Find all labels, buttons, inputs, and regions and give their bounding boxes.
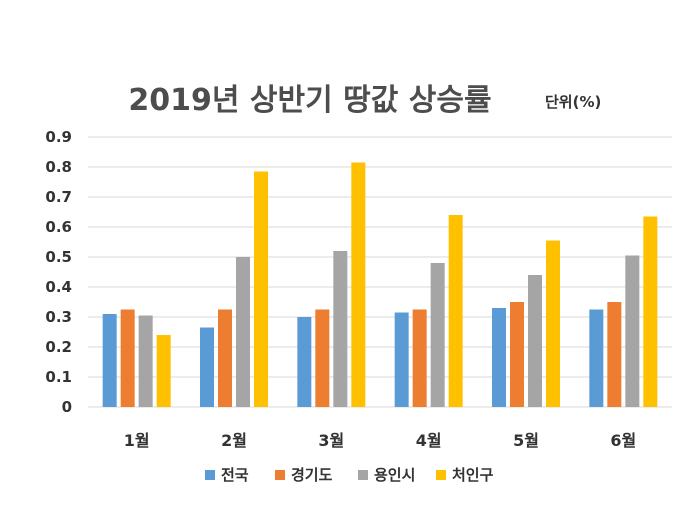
bar-5-1	[492, 308, 506, 407]
bar-1-2	[120, 309, 135, 407]
x-tick-label: 3월	[318, 431, 344, 450]
bar-1-3	[138, 315, 153, 407]
unit-label: 단위(%)	[545, 93, 601, 111]
bar-5-2	[510, 302, 524, 407]
y-tick-label: 0.1	[45, 368, 72, 386]
x-tick-label: 5월	[513, 431, 539, 450]
bar-1-1	[102, 314, 117, 407]
y-tick-label: 0	[62, 398, 72, 416]
bar-6-3	[625, 255, 640, 407]
x-tick-label: 6월	[610, 431, 636, 450]
y-tick-label: 0.3	[45, 308, 72, 326]
bar-6-1	[589, 309, 604, 407]
y-tick-label: 0.5	[45, 248, 72, 266]
legend-label: 경기도	[291, 466, 333, 484]
bar-2-3	[236, 257, 250, 407]
y-tick-label: 0.8	[45, 158, 72, 176]
bar-4-1	[394, 312, 409, 407]
y-tick-label: 0.2	[45, 338, 72, 356]
legend-swatch	[205, 470, 215, 480]
x-tick-label: 2월	[221, 431, 247, 450]
y-tick-label: 0.7	[45, 188, 72, 206]
x-tick-label: 4월	[416, 431, 442, 450]
bar-3-1	[297, 317, 312, 407]
x-tick-label: 1월	[124, 431, 150, 450]
bar-4-2	[412, 309, 427, 407]
bar-2-4	[254, 171, 268, 407]
y-axis-ticks: 0 0.1 0.2 0.3 0.4 0.5 0.6 0.7 0.8 0.9	[45, 128, 72, 416]
y-tick-label: 0.4	[45, 278, 72, 296]
bar-3-4	[351, 162, 366, 407]
bar-4-3	[430, 263, 445, 407]
bar-2-1	[200, 327, 214, 407]
legend-label: 전국	[221, 466, 249, 484]
legend: 전국 경기도 용인시 처인구	[205, 466, 494, 484]
legend-swatch	[436, 470, 446, 480]
bar-4-4	[448, 215, 463, 407]
bar-2-2	[218, 309, 232, 407]
bar-3-2	[315, 309, 330, 407]
gridlines	[88, 136, 672, 408]
legend-label: 용인시	[374, 466, 415, 484]
x-axis-ticks: 1월 2월 3월 4월 5월 6월	[124, 431, 637, 450]
bars	[102, 162, 658, 407]
bar-3-3	[333, 251, 348, 407]
bar-1-4	[156, 335, 171, 407]
chart-title: 2019년 상반기 땅값 상승률	[128, 83, 491, 118]
bar-5-4	[546, 240, 560, 407]
y-tick-label: 0.6	[45, 218, 72, 236]
legend-swatch	[358, 470, 368, 480]
y-tick-label: 0.9	[45, 128, 72, 146]
bar-5-3	[528, 275, 542, 407]
bar-6-2	[607, 302, 622, 407]
legend-swatch	[275, 470, 285, 480]
bar-6-4	[643, 216, 658, 407]
legend-label: 처인구	[452, 466, 494, 484]
